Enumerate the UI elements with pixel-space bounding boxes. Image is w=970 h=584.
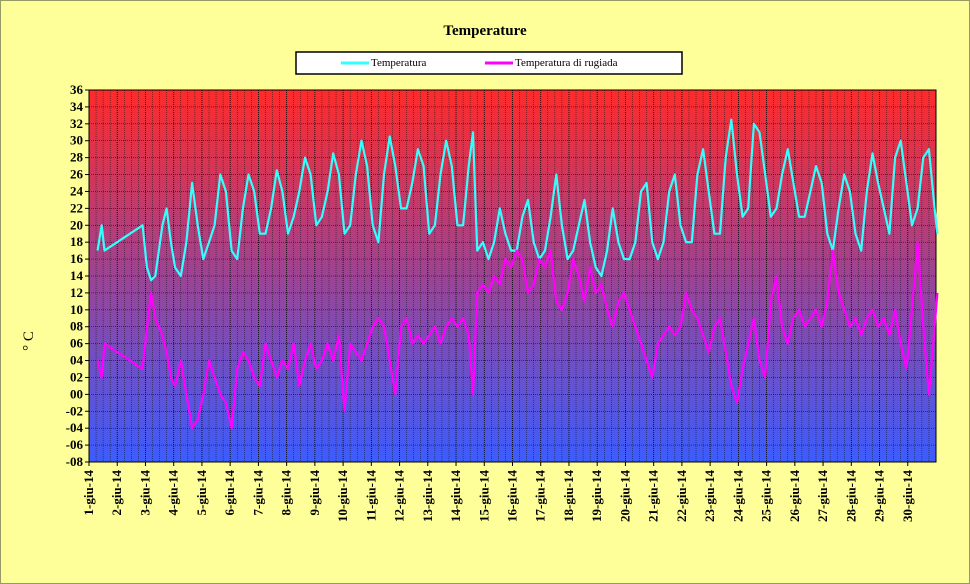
- y-tick-label: 16: [70, 251, 84, 266]
- x-tick-label: 27-giu-14: [815, 470, 830, 523]
- legend: Temperatura Temperatura di rugiada: [295, 51, 683, 75]
- y-tick-label: 02: [70, 369, 83, 384]
- y-tick-label: 22: [70, 200, 83, 215]
- y-tick-label: 18: [70, 234, 84, 249]
- y-tick-label: 12: [70, 285, 83, 300]
- x-tick-label: 4-giu-14: [166, 470, 181, 516]
- y-tick-label: 04: [70, 353, 84, 368]
- y-tick-label: 06: [70, 336, 84, 351]
- x-tick-label: 10-giu-14: [335, 470, 350, 523]
- y-tick-label: -02: [66, 403, 83, 418]
- x-tick-label: 1-giu-14: [81, 470, 96, 516]
- x-tick-label: 3-giu-14: [137, 470, 152, 516]
- x-tick-label: 2-giu-14: [109, 470, 124, 516]
- x-tick-label: 24-giu-14: [730, 470, 745, 523]
- x-tick-label: 9-giu-14: [307, 470, 322, 516]
- y-tick-label: 30: [70, 133, 83, 148]
- series-lines: [96, 118, 939, 430]
- y-tick-label: 20: [70, 217, 83, 232]
- y-tick-label: 36: [70, 82, 84, 97]
- x-tick-label: 16-giu-14: [505, 470, 520, 523]
- x-tick-label: 22-giu-14: [674, 470, 689, 523]
- x-tick-label: 13-giu-14: [420, 470, 435, 523]
- series-line-temperatura: [96, 118, 939, 282]
- legend-label-temperatura-di-rugiada: Temperatura di rugiada: [515, 57, 618, 69]
- x-axis-ticks: 1-giu-14 2-giu-14 3-giu-14 4-giu-14 5-giu-14…: [81, 462, 915, 522]
- x-tick-label: 12-giu-14: [392, 470, 407, 523]
- y-tick-label: -04: [66, 420, 84, 435]
- y-tick-label: 00: [70, 386, 83, 401]
- y-tick-label: 14: [70, 268, 84, 283]
- legend-label-temperatura: Temperatura: [371, 57, 427, 69]
- x-tick-label: 17-giu-14: [533, 470, 548, 523]
- x-tick-label: 8-giu-14: [279, 470, 294, 516]
- y-tick-label: 34: [70, 99, 84, 114]
- y-tick-label: 24: [70, 183, 84, 198]
- x-tick-label: 6-giu-14: [222, 470, 237, 516]
- x-tick-label: 25-giu-14: [759, 470, 774, 523]
- x-tick-label: 26-giu-14: [787, 470, 802, 523]
- x-tick-label: 29-giu-14: [872, 470, 887, 523]
- series-line-temperatura-di-rugiada: [96, 241, 939, 430]
- x-tick-label: 28-giu-14: [843, 470, 858, 523]
- x-tick-label: 21-giu-14: [646, 470, 661, 523]
- y-tick-label: -08: [66, 454, 84, 469]
- y-axis-label: ° C: [21, 331, 37, 351]
- y-tick-label: -06: [66, 437, 84, 452]
- x-tick-label: 18-giu-14: [561, 470, 576, 523]
- x-tick-label: 5-giu-14: [194, 470, 209, 516]
- y-tick-label: 26: [70, 167, 84, 182]
- x-tick-label: 30-giu-14: [900, 470, 915, 523]
- y-tick-label: 32: [70, 116, 83, 131]
- chart-title: Temperature: [443, 23, 527, 39]
- x-tick-label: 20-giu-14: [617, 470, 632, 523]
- x-tick-label: 14-giu-14: [448, 470, 463, 523]
- y-tick-label: 08: [70, 319, 84, 334]
- x-tick-label: 15-giu-14: [476, 470, 491, 523]
- x-tick-label: 19-giu-14: [589, 470, 604, 523]
- x-tick-label: 11-giu-14: [363, 470, 378, 522]
- x-tick-label: 23-giu-14: [702, 470, 717, 523]
- y-tick-label: 28: [70, 150, 84, 165]
- x-tick-label: 7-giu-14: [250, 470, 265, 516]
- y-tick-label: 10: [70, 302, 83, 317]
